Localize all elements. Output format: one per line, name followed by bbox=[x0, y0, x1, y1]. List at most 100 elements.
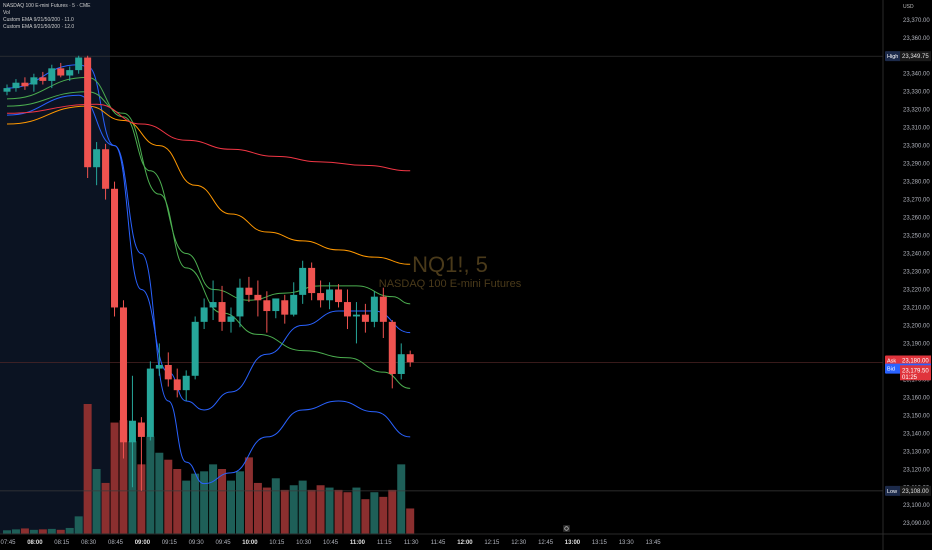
volume-bar bbox=[20, 528, 29, 534]
volume-bar bbox=[47, 528, 56, 534]
bid-tag-label-box bbox=[885, 363, 901, 374]
time-tick-label: 09:45 bbox=[216, 540, 232, 546]
candle-body bbox=[191, 321, 199, 376]
volume-bar bbox=[280, 489, 289, 534]
volume-bar bbox=[182, 480, 191, 534]
time-tick-label: 11:15 bbox=[377, 540, 392, 546]
volume-bar bbox=[3, 530, 11, 534]
time-tick-label: 12:15 bbox=[484, 540, 500, 546]
high-tag-value: 23,349.75 bbox=[902, 54, 929, 60]
high-tag-label-box bbox=[885, 51, 901, 62]
volume-bar bbox=[361, 499, 370, 534]
time-tick-label: 13:45 bbox=[646, 540, 662, 546]
time-tick-label: 11:30 bbox=[404, 540, 419, 546]
candle-body bbox=[245, 287, 253, 295]
price-tick-label: 23,220.00 bbox=[903, 287, 930, 293]
legend-symbol[interactable]: NASDAQ 100 E-mini Futures · 5 · CME bbox=[3, 3, 91, 9]
volume-bar bbox=[128, 441, 137, 534]
volume-bar bbox=[65, 527, 74, 534]
volume-bar bbox=[38, 529, 47, 534]
ask-tag-label-box bbox=[885, 355, 901, 366]
price-tick-label: 23,230.00 bbox=[903, 269, 930, 275]
time-axis[interactable]: 07:45 08:00 08:15 08:30 08:45 09:00 09:15 09:30… bbox=[0, 540, 661, 546]
time-tick-label: 09:00 bbox=[135, 540, 151, 546]
candle-body bbox=[200, 307, 208, 322]
price-tick-label: 23,340.00 bbox=[903, 72, 930, 78]
legend-ema-1[interactable]: Custom EMA 9/21/50/200 · 11.0 bbox=[3, 17, 74, 23]
volume-bar bbox=[253, 482, 262, 534]
candle-body bbox=[308, 267, 316, 294]
volume-bar bbox=[209, 464, 218, 534]
low-tag-value-box bbox=[900, 485, 931, 496]
volume-bar bbox=[218, 469, 227, 534]
price-tick-label: 23,210.00 bbox=[903, 305, 930, 311]
volume-bar bbox=[343, 492, 352, 534]
time-tick-label: 12:00 bbox=[457, 540, 473, 546]
time-tick-label: 08:00 bbox=[27, 540, 43, 546]
high-tag-label: High bbox=[887, 54, 898, 60]
candle-body bbox=[146, 368, 154, 437]
price-tick-label: 23,170.00 bbox=[903, 377, 930, 383]
candle-body bbox=[93, 149, 101, 168]
volume-bar bbox=[101, 482, 110, 534]
low-tag-label: Low bbox=[887, 489, 897, 495]
volume-bar bbox=[370, 492, 379, 534]
time-tick-label: 12:45 bbox=[538, 540, 554, 546]
candle-body bbox=[397, 354, 405, 374]
price-tick-label: 23,200.00 bbox=[903, 323, 930, 329]
time-tick-label: 10:00 bbox=[242, 540, 258, 546]
legend-ema-2[interactable]: Custom EMA 9/21/50/200 · 12.0 bbox=[3, 24, 75, 30]
candle-body bbox=[48, 68, 56, 81]
premarket-session-background bbox=[0, 0, 110, 534]
currency-label: USD bbox=[903, 4, 914, 10]
price-tick-label: 23,140.00 bbox=[903, 431, 930, 437]
candle-body bbox=[254, 294, 262, 301]
ema-line bbox=[6, 103, 411, 172]
volume-bar bbox=[334, 489, 343, 534]
price-tick-label: 23,270.00 bbox=[903, 198, 930, 204]
volume-bar bbox=[164, 459, 173, 534]
ema-line bbox=[6, 94, 411, 485]
volume-bar bbox=[397, 464, 406, 534]
candle-body bbox=[119, 307, 127, 443]
price-tick-label: 23,360.00 bbox=[903, 36, 930, 42]
volume-bar bbox=[146, 436, 155, 534]
volume-bar bbox=[29, 529, 38, 534]
candle-body bbox=[39, 77, 47, 81]
candle-body bbox=[84, 57, 92, 168]
volume-bar bbox=[110, 422, 119, 534]
time-tick-label: 13:00 bbox=[565, 540, 581, 546]
volume-bar bbox=[379, 496, 388, 534]
legend-volume[interactable]: Vol bbox=[3, 10, 10, 16]
settings-gear-icon[interactable] bbox=[563, 525, 570, 532]
candle-body bbox=[218, 302, 226, 322]
ema-line bbox=[6, 105, 411, 265]
high-tag-value-box bbox=[900, 51, 931, 62]
time-tick-label: 09:15 bbox=[162, 540, 178, 546]
price-tick-label: 23,260.00 bbox=[903, 216, 930, 222]
chart-legend: NASDAQ 100 E-mini Futures · 5 · CME Vol … bbox=[3, 3, 91, 31]
time-tick-label: 10:30 bbox=[296, 540, 312, 546]
time-tick-label: 13:15 bbox=[592, 540, 608, 546]
volume-bar bbox=[74, 516, 83, 534]
candle-body bbox=[263, 300, 271, 312]
candle-body bbox=[326, 289, 334, 301]
candle-body bbox=[155, 364, 163, 369]
volume-bar bbox=[289, 485, 298, 534]
candle-body bbox=[21, 82, 29, 87]
low-tag-label-box bbox=[885, 485, 901, 496]
watermark-subtitle: NASDAQ 100 E-mini Futures bbox=[379, 278, 522, 290]
volume-bar bbox=[325, 487, 334, 534]
price-tick-label: 23,330.00 bbox=[903, 90, 930, 96]
countdown-value: 01:25 bbox=[902, 375, 918, 381]
price-tick-label: 23,250.00 bbox=[903, 234, 930, 240]
price-tick-label: 23,190.00 bbox=[903, 341, 930, 347]
volume-bar bbox=[92, 469, 101, 534]
candle-body bbox=[406, 354, 414, 363]
time-tick-label: 11:45 bbox=[431, 540, 446, 546]
bid-tag-label: Bid bbox=[887, 367, 895, 373]
candlesticks bbox=[3, 55, 414, 491]
candle-body bbox=[352, 314, 360, 317]
